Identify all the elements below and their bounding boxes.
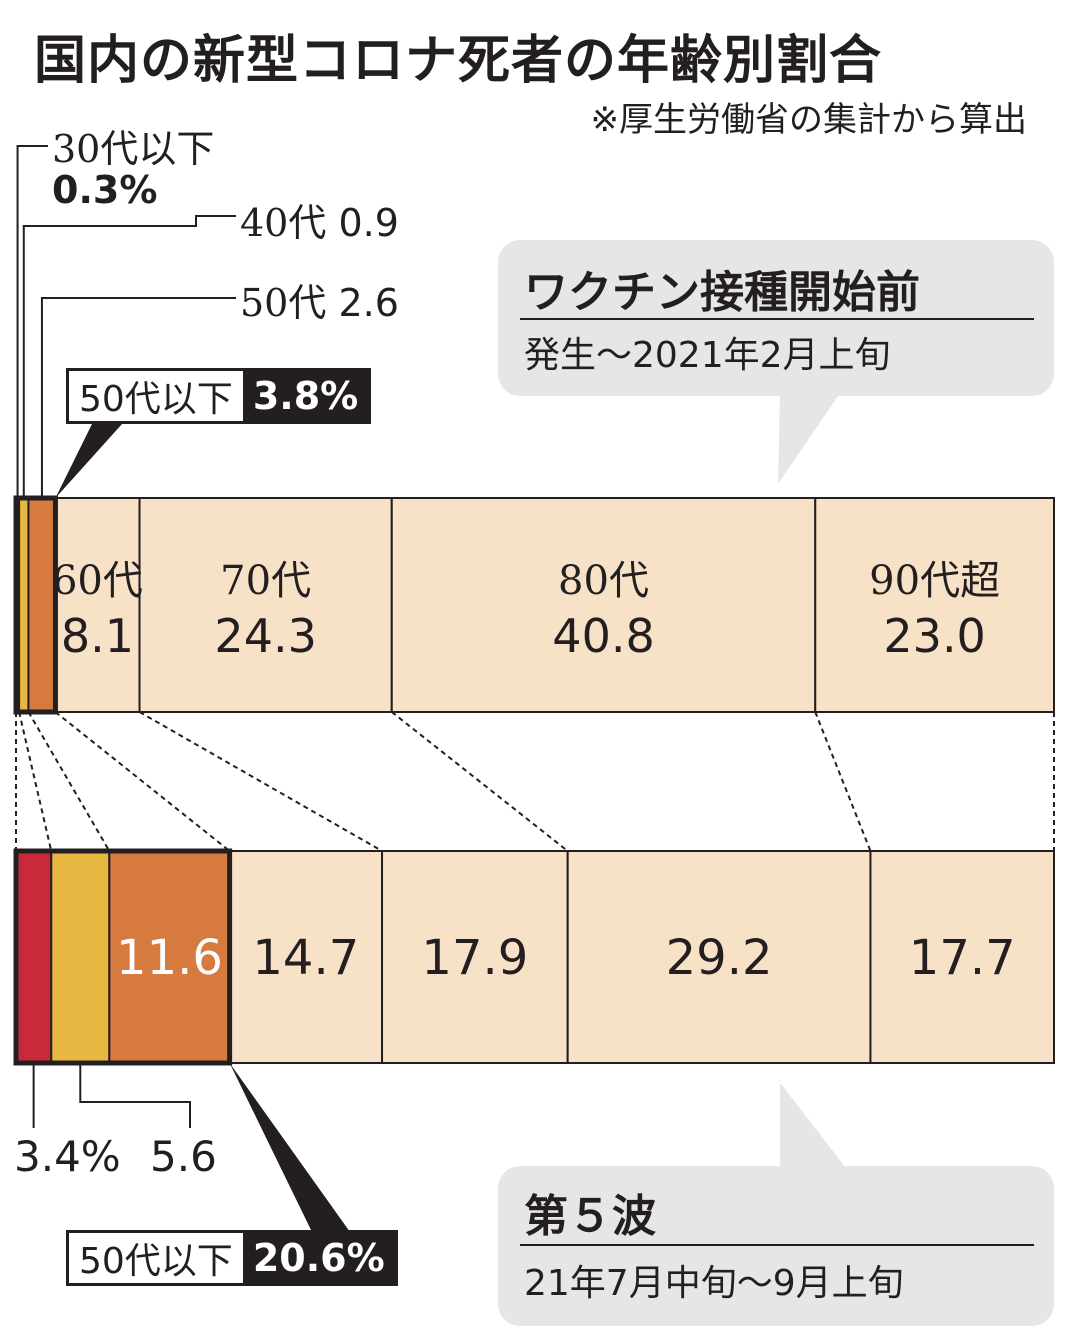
leader-age50-top [40,297,236,498]
bar-bottom-age30 [15,850,53,1064]
bar-value-bottom-age70: 17.9 [421,930,528,986]
period-range-top: 発生～2021年2月上旬 [524,335,891,376]
leader-age30-top [16,145,48,498]
connector-line [27,711,111,852]
connector-line [139,711,383,852]
bar-value-bottom-age60: 14.7 [252,930,359,986]
value-age50-top: 2.6 [338,281,399,325]
bar-top-age80 [390,497,817,713]
value-age30-bottom: 3.4% [14,1132,121,1181]
bubble-tail-top [778,396,838,484]
period-rule-top [520,318,1034,320]
connector-line [18,711,53,852]
bar-value-top-age90: 23.0 [883,609,985,663]
bubble-tail-bottom [778,1080,846,1168]
label-age40: 40代 [240,201,327,245]
bar-top-age60 [54,497,141,713]
leader-age40-top [22,215,236,498]
connector-line [54,711,231,852]
connector-line [814,711,872,852]
bar-bottom-age80 [566,850,872,1064]
bar-label-top-age80: 80代 [558,558,649,604]
bar-bottom-age40 [50,850,111,1064]
bar-value-top-age60: 8.1 [61,609,134,663]
bar-top-age90 [814,497,1056,713]
subtotal-label-top: 50代以下 [69,371,243,421]
bar-top-age70 [138,497,393,713]
chart-title: 国内の新型コロナ死者の年齢別割合 [34,31,883,91]
bar-value-bottom-age50: 11.6 [116,930,223,986]
bar-value-bottom-age90: 17.7 [909,930,1016,986]
bar-outline-bottom [15,850,1055,1064]
period-title-top: ワクチン接種開始前 [524,267,920,318]
bar-top-age50 [27,497,57,713]
subtotal-box-top: 50代以下 3.8% [66,368,372,424]
connector-line [391,711,569,852]
pointer-bottom [229,1063,350,1232]
pointer-top [55,424,122,498]
bar-label-top-age90: 90代超 [869,558,1000,604]
label-age30: 30代以下 [52,127,215,171]
label-age40-group: 40代 0.9 [240,192,399,247]
bar-value-top-age80: 40.8 [552,609,654,663]
source-note: ※厚生労働省の集計から算出 [590,100,1028,140]
subtotal-label-bottom: 50代以下 [69,1233,243,1283]
leader-age40-bottom [79,1063,191,1128]
label-age30-group: 30代以下 [52,118,214,173]
bar-label-top-age60: 60代 [52,558,143,604]
subtotal-value-top: 3.8% [242,371,369,421]
bar-label-top-age70: 70代 [220,558,311,604]
label-age50-group: 50代 2.6 [240,272,399,327]
value-age40-top: 0.9 [338,201,399,245]
bar-outline-top [15,497,1055,713]
subtotal-value-bottom: 20.6% [242,1233,395,1283]
period-bubble-bottom: 第５波 21年7月中旬～9月上旬 [498,1166,1054,1326]
period-title-bottom: 第５波 [524,1191,656,1242]
period-rule-bottom [520,1244,1034,1246]
value-age40-bottom: 5.6 [150,1132,217,1181]
value-age30-top: 0.3% [52,168,158,212]
subtotal-box-bottom: 50代以下 20.6% [66,1230,398,1286]
label-age50: 50代 [240,281,327,325]
bar-value-top-age70: 24.3 [214,609,316,663]
bar-top-age40 [18,497,30,713]
period-range-bottom: 21年7月中旬～9月上旬 [524,1263,904,1304]
period-bubble-top: ワクチン接種開始前 発生～2021年2月上旬 [498,240,1054,396]
bar-value-bottom-age80: 29.2 [666,930,773,986]
